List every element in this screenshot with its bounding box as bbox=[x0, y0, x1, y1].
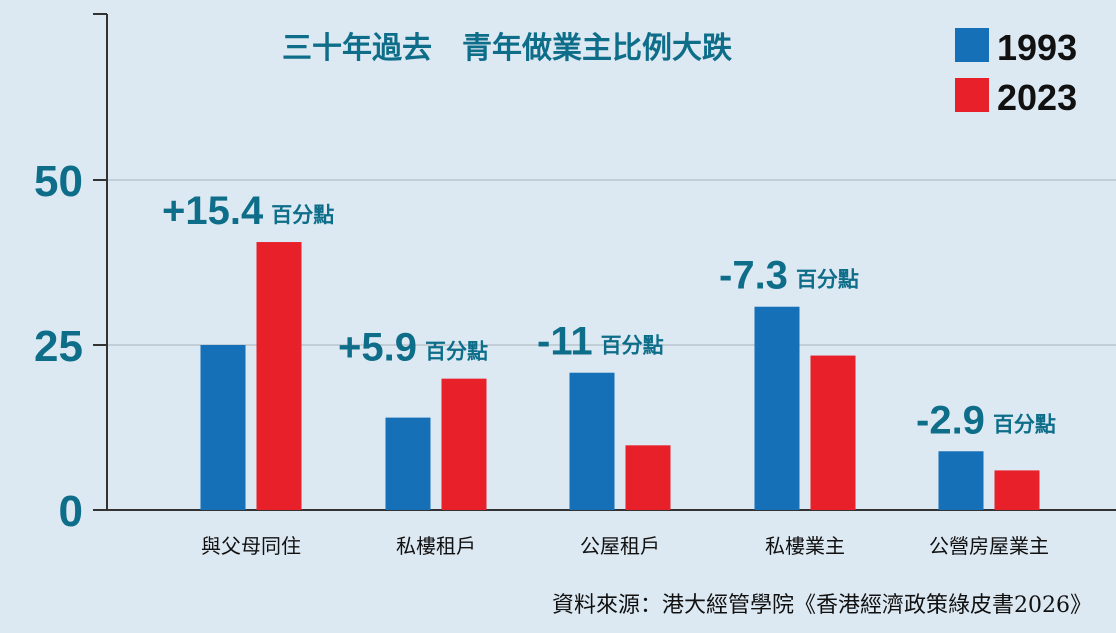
bar-2023-2 bbox=[625, 445, 671, 510]
x-tick-label: 與父母同住 bbox=[201, 534, 301, 558]
bars bbox=[200, 242, 1040, 511]
legend: 1993 2023 bbox=[955, 27, 1077, 118]
bar-2023-0 bbox=[256, 242, 302, 511]
change-annotations: +15.4 百分點 +5.9 百分點 -11 百分點 -7.3 百分點 -2.9 百分點 bbox=[162, 189, 1056, 442]
x-tick-label: 公營房屋業主 bbox=[929, 534, 1049, 558]
bar-2023-3 bbox=[810, 355, 856, 510]
annotation-unit: 百分點 bbox=[993, 412, 1056, 436]
y-axis-ticks: 0 25 50 bbox=[34, 13, 107, 536]
annotation-1: +5.9 百分點 bbox=[338, 326, 488, 370]
bar-1993-2 bbox=[569, 372, 615, 510]
annotation-unit: 百分點 bbox=[601, 334, 664, 358]
annotation-2: -11 百分點 bbox=[537, 320, 664, 364]
annotation-value: +5.9 bbox=[338, 326, 417, 370]
legend-swatch-2023 bbox=[955, 78, 989, 112]
annotation-value: -7.3 bbox=[719, 254, 788, 298]
bar-1993-3 bbox=[754, 306, 800, 510]
source-note: 資料來源：港大經管學院《香港經濟政策綠皮書2026》 bbox=[552, 593, 1092, 618]
bar-2023-1 bbox=[441, 378, 487, 510]
legend-label-2023: 2023 bbox=[997, 77, 1077, 118]
y-tick-label: 0 bbox=[59, 487, 83, 536]
bar-1993-1 bbox=[385, 417, 431, 510]
legend-swatch-1993 bbox=[955, 28, 989, 62]
chart-title: 三十年過去 青年做業主比例大跌 bbox=[282, 31, 732, 66]
bar-1993-0 bbox=[200, 345, 246, 510]
bar-2023-4 bbox=[994, 470, 1040, 510]
x-axis-labels: 與父母同住 私樓租戶 公屋租戶 私樓業主 公營房屋業主 bbox=[201, 534, 1049, 558]
y-tick-label: 25 bbox=[34, 322, 83, 371]
annotation-unit: 百分點 bbox=[271, 203, 334, 227]
annotation-value: +15.4 bbox=[162, 189, 264, 233]
annotation-3: -7.3 百分點 bbox=[719, 254, 859, 298]
annotation-0: +15.4 百分點 bbox=[162, 189, 334, 233]
x-tick-label: 私樓業主 bbox=[765, 534, 845, 558]
x-tick-label: 私樓租戶 bbox=[396, 534, 476, 558]
annotation-4: -2.9 百分點 bbox=[916, 398, 1056, 442]
annotation-value: -11 bbox=[537, 320, 593, 364]
annotation-value: -2.9 bbox=[916, 398, 985, 442]
bar-1993-4 bbox=[938, 451, 984, 510]
x-tick-label: 公屋租戶 bbox=[580, 534, 660, 558]
annotation-unit: 百分點 bbox=[425, 340, 488, 364]
legend-label-1993: 1993 bbox=[997, 27, 1077, 68]
y-tick-label: 50 bbox=[34, 157, 83, 206]
annotation-unit: 百分點 bbox=[796, 268, 859, 292]
